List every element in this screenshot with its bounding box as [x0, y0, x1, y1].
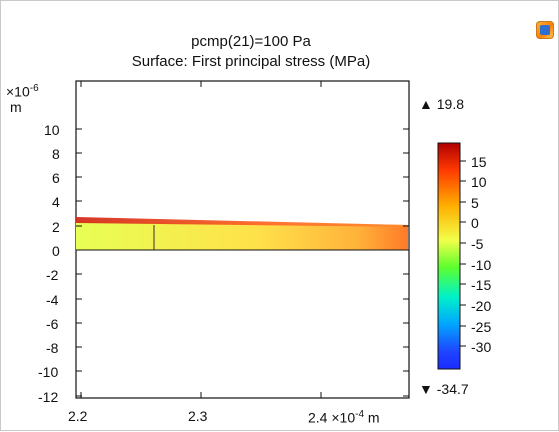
y-tick-label: 4	[52, 194, 60, 210]
colorbar-tick-label: -20	[471, 298, 492, 314]
colorbar-tick-label: 10	[471, 174, 487, 190]
y-tick-label: -6	[46, 316, 59, 332]
y-axis-unit: m	[10, 99, 22, 115]
beam-top-edge	[76, 217, 408, 227]
colorbar-gradient	[437, 142, 461, 370]
colorbar-tick-label: 5	[471, 195, 479, 211]
y-tick-label: 10	[44, 122, 60, 138]
y-ticks-left	[76, 128, 82, 397]
y-tick-label: 8	[52, 146, 60, 162]
x-ticks	[80, 81, 322, 398]
x-axis-unit: m	[367, 409, 380, 426]
y-ticks-right	[403, 128, 409, 397]
plot-title-line-2: Surface: First principal stress (MPa)	[131, 53, 371, 70]
plot-title-line-1: pcmp(21)=100 Pa	[191, 33, 311, 50]
y-tick-label: -12	[38, 389, 59, 405]
x-tick-label: 2.3	[188, 408, 208, 424]
x-axis-exponent-base: 2.4 ×10	[308, 409, 356, 426]
comsol-icon[interactable]	[536, 21, 554, 39]
y-tick-label: -10	[38, 364, 59, 380]
colorbar-tick-label: -10	[471, 257, 492, 273]
y-tick-label: 6	[52, 170, 60, 186]
colorbar-tick-label: 0	[471, 215, 479, 231]
y-tick-label: -8	[46, 340, 59, 356]
colorbar-tick-label: -5	[471, 236, 484, 252]
colorbar-tick-label: 15	[471, 154, 487, 170]
y-tick-label: 0	[52, 243, 60, 259]
x-axis-exponent: 2.4 ×10-4 m	[308, 407, 380, 426]
beam-geometry	[76, 217, 408, 251]
beam-main	[76, 221, 408, 250]
colorbar-tick-label: -30	[471, 339, 492, 355]
y-tick-label: 2	[52, 219, 60, 235]
y-axis-exponent-power: -6	[29, 83, 39, 94]
y-axis-exponent-base: ×10	[6, 83, 30, 100]
colorbar-ticks	[460, 160, 466, 347]
colorbar-max-label: ▲ 19.8	[419, 96, 464, 112]
x-tick-label: 2.2	[68, 408, 88, 424]
y-tick-label: -4	[46, 292, 59, 308]
y-tick-label: -2	[46, 267, 59, 283]
colorbar-min-label: ▼ -34.7	[419, 381, 469, 397]
colorbar-tick-label: -15	[471, 277, 492, 293]
colorbar-tick-label: -25	[471, 319, 492, 335]
x-axis-exponent-power: -4	[355, 409, 365, 420]
y-axis-exponent: ×10-6	[6, 81, 39, 100]
